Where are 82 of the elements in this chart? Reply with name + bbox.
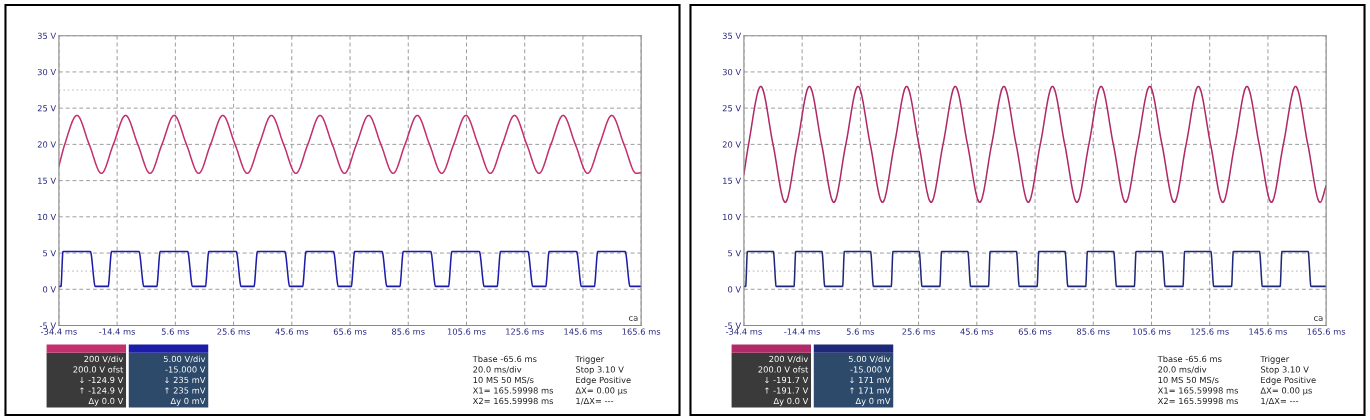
- text: ΔX= 0.00 µs: [575, 387, 627, 396]
- text: ΔX= 0.00 µs: [1260, 387, 1312, 396]
- x-tick-label: -34.4 ms: [40, 328, 77, 335]
- x-tick-label: 5.6 ms: [161, 328, 190, 335]
- y-tick-label: 20 V: [722, 141, 742, 148]
- y-tick-label: -5 V: [724, 322, 742, 329]
- text: Edge Positive: [1261, 376, 1316, 385]
- text: 20.0 ms/div: [473, 366, 522, 374]
- y-tick-label: 5 V: [728, 250, 742, 257]
- x-tick-label: 65.6 ms: [1018, 328, 1052, 335]
- x-tick-label: -34.4 ms: [725, 328, 762, 335]
- text: 1/ΔX= ---: [1261, 397, 1299, 405]
- y-tick-label: 10 V: [723, 213, 742, 221]
- text: 5.00 V/div: [848, 355, 891, 363]
- x-tick-label: 45.6 ms: [275, 328, 309, 335]
- x-tick-label: 25.6 ms: [217, 328, 251, 335]
- x-tick-label: 165.6 ms: [622, 328, 661, 335]
- text: Tbase -65.6 ms: [472, 355, 537, 363]
- y-tick-label: 25 V: [37, 105, 57, 112]
- x-tick-label: 125.6 ms: [1191, 328, 1229, 335]
- text: Trigger: [575, 355, 605, 364]
- text: 200.0 V ofst: [73, 366, 124, 373]
- x-tick-label: 145.6 ms: [1249, 328, 1288, 335]
- y-tick-label: 0 V: [43, 286, 57, 293]
- text: ↑ -124.9 V: [80, 387, 124, 394]
- y-tick-label: 0 V: [728, 286, 742, 293]
- x-tick-label: 85.6 ms: [1076, 328, 1110, 335]
- text: Δy 0.0 V: [88, 397, 124, 406]
- text: X1= 165.59998 ms: [1157, 387, 1239, 394]
- text: ↓ 171 mV: [850, 376, 891, 384]
- text: -15.000 V: [850, 366, 891, 373]
- text: ↓ -191.7 V: [765, 376, 809, 384]
- x-tick-label: 165.6 ms: [1307, 328, 1346, 335]
- y-tick-label: 20 V: [37, 141, 57, 148]
- text: Δy 0.0 V: [773, 397, 809, 406]
- text: Tbase -65.6 ms: [1157, 355, 1222, 363]
- x-tick-label: 105.6 ms: [447, 328, 486, 335]
- text: Trigger: [1260, 355, 1290, 364]
- x-tick-label: 65.6 ms: [333, 328, 367, 335]
- y-tick-label: 10 V: [38, 213, 57, 221]
- y-tick-label: 15 V: [723, 177, 742, 184]
- text: 5.00 V/div: [163, 355, 206, 363]
- text: ↓ -124.9 V: [80, 376, 124, 384]
- text: Edge Positive: [576, 376, 631, 385]
- x-tick-label: 145.6 ms: [564, 328, 603, 335]
- text: X2= 165.59998 ms: [1157, 397, 1239, 405]
- x-tick-label: 5.6 ms: [846, 328, 875, 335]
- text: X1= 165.59998 ms: [472, 387, 554, 394]
- x-tick-label: 125.6 ms: [506, 328, 544, 335]
- annotation: ca: [1314, 316, 1323, 321]
- text: ↑ -191.7 V: [765, 387, 809, 394]
- x-tick-label: -14.4 ms: [784, 328, 821, 335]
- x-tick-label: -14.4 ms: [99, 328, 136, 335]
- x-tick-label: 105.6 ms: [1132, 328, 1171, 335]
- annotation: ca: [629, 316, 638, 321]
- text: Δy 0 mV: [170, 397, 206, 406]
- text: 10 MS 50 MS/s: [473, 376, 534, 384]
- y-tick-label: 5 V: [43, 250, 57, 257]
- x-tick-label: 45.6 ms: [960, 328, 994, 335]
- text: 200.0 V ofst: [758, 366, 809, 373]
- text: Δy 0 mV: [855, 397, 891, 406]
- y-tick-label: 35 V: [722, 32, 742, 39]
- y-tick-label: 30 V: [37, 68, 57, 76]
- text: ↑ 171 mV: [850, 387, 891, 394]
- text: -15.000 V: [165, 366, 206, 373]
- text: 200 V/div: [769, 355, 809, 363]
- text: Stop 3.10 V: [1260, 366, 1309, 375]
- y-tick-label: 35 V: [37, 32, 57, 39]
- text: 200 V/div: [84, 355, 124, 363]
- text: 10 MS 50 MS/s: [1158, 376, 1219, 384]
- y-tick-label: 25 V: [722, 105, 742, 112]
- text: ↑ 235 mV: [165, 387, 206, 394]
- text: 1/ΔX= ---: [576, 397, 614, 405]
- y-tick-label: 30 V: [722, 68, 742, 76]
- text: 20.0 ms/div: [1158, 366, 1207, 374]
- text: ↓ 235 mV: [165, 376, 206, 384]
- y-tick-label: -5 V: [39, 322, 57, 329]
- x-tick-label: 85.6 ms: [391, 328, 425, 335]
- text: X2= 165.59998 ms: [472, 397, 554, 405]
- y-tick-label: 15 V: [38, 177, 57, 184]
- x-tick-label: 25.6 ms: [902, 328, 936, 335]
- text: Stop 3.10 V: [575, 366, 624, 375]
